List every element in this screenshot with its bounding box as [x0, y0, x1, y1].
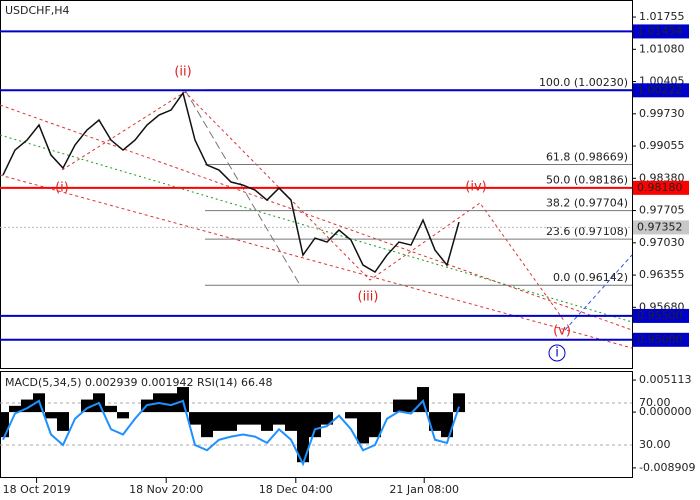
y-tick-label: 0.97705 [639, 204, 685, 217]
y2-tick-label: 30.00 [639, 438, 671, 451]
wave-circle [548, 344, 566, 362]
macd-bar [81, 399, 93, 413]
macd-bar [57, 412, 69, 431]
wave-label: (iii) [358, 290, 379, 305]
level-box [633, 24, 689, 39]
macd-bar [285, 412, 297, 431]
y-tick-label: 0.97030 [639, 236, 685, 249]
y-tick-label: -0.008909 [639, 461, 695, 474]
last-price-label: 0.97352 [637, 220, 683, 233]
macd-bar [177, 387, 189, 413]
y-tick-label: 0.99730 [639, 107, 685, 120]
wave-label: (iv) [465, 180, 486, 195]
macd-bar [393, 399, 405, 413]
level-label: 1.01454 [637, 24, 683, 37]
macd-bar [117, 412, 129, 419]
y-tick-label: 1.01755 [639, 10, 685, 23]
macd-bar [225, 412, 237, 431]
channel-line [0, 174, 633, 349]
macd-bar [297, 412, 309, 463]
fib-label: 61.8 (0.98669) [546, 151, 628, 164]
macd-bar [429, 412, 441, 431]
macd-bar [357, 412, 369, 444]
indicator-title: MACD(5,34,5) 0.002939 0.001942 RSI(14) 6… [5, 376, 272, 389]
macd-bar [213, 412, 225, 431]
macd-bar [237, 412, 249, 425]
x-tick-label: 18 Dec 04:00 [259, 483, 333, 496]
y-tick-label: 0.000000 [639, 405, 692, 418]
y-tick-label: 1.01080 [639, 42, 685, 55]
macd-bar [189, 412, 201, 425]
projection-line [564, 254, 633, 331]
level-box [633, 332, 689, 347]
channel-line [0, 104, 633, 331]
macd-bar [0, 412, 9, 438]
last-price-box [633, 220, 689, 235]
main-frame [0, 0, 633, 369]
wave-label: (ii) [174, 65, 191, 80]
macd-bar [165, 393, 177, 413]
fib-label: 0.0 (0.96142) [553, 271, 628, 284]
level-label: 0.98180 [637, 181, 683, 194]
macd-bar [309, 412, 321, 438]
macd-bar [273, 412, 285, 425]
macd-bar [249, 412, 261, 425]
macd-bar [45, 412, 57, 419]
level-label: 1.00222 [637, 83, 683, 96]
macd-bar [321, 412, 333, 425]
x-tick-label: 18 Nov 20:00 [129, 483, 203, 496]
chart-title: USDCHF,H4 [5, 4, 70, 17]
wave-label: (i) [55, 181, 69, 196]
level-label: 0.95500 [637, 309, 683, 322]
price-line [2, 91, 460, 274]
y2-tick-label: 70.00 [639, 396, 671, 409]
macd-bar [9, 405, 21, 413]
level-box [633, 83, 689, 98]
level-box [633, 180, 689, 195]
macd-bar [261, 412, 273, 431]
macd-bar [105, 405, 117, 413]
wave-path [61, 91, 566, 323]
y-tick-label: 0.005113 [639, 373, 692, 386]
x-tick-label: 18 Oct 2019 [3, 483, 71, 496]
fib-label: 50.0 (0.98186) [546, 174, 628, 187]
fib-label: 38.2 (0.97704) [546, 197, 628, 210]
macd-bar [201, 412, 213, 438]
y-tick-label: 0.96355 [639, 268, 685, 281]
level-label: 0.95000 [637, 333, 683, 346]
fib-label: 100.0 (1.00230) [539, 76, 628, 89]
wave-label: (v) [553, 324, 571, 339]
rsi-line [2, 398, 460, 467]
level-box [633, 308, 689, 323]
macd-bar [453, 393, 465, 413]
x-tick-label: 21 Jan 08:00 [389, 483, 459, 496]
macd-bar [369, 412, 381, 438]
wave-label: i [555, 346, 559, 361]
fib-label: 23.6 (0.97108) [546, 225, 628, 238]
y-tick-label: 0.99055 [639, 139, 685, 152]
macd-bar [345, 412, 357, 419]
